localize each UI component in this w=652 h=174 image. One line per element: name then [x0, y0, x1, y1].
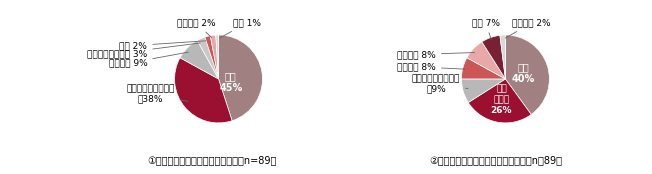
Wedge shape: [180, 40, 218, 79]
Text: 医療職同士の連携 3%: 医療職同士の連携 3%: [87, 43, 200, 58]
Wedge shape: [205, 36, 218, 79]
Wedge shape: [216, 35, 218, 79]
Text: ②問題点：患者・家族への唂理問題（n＝89）: ②問題点：患者・家族への唂理問題（n＝89）: [429, 155, 562, 165]
Wedge shape: [467, 42, 505, 79]
Wedge shape: [462, 79, 505, 102]
Text: コミュニケーション
　38%: コミュニケーション 38%: [126, 84, 188, 104]
Wedge shape: [505, 35, 550, 114]
Text: 管理方法 2%: 管理方法 2%: [505, 18, 551, 38]
Text: ケア
45%: ケア 45%: [219, 72, 243, 93]
Text: ケア
の方法
26%: ケア の方法 26%: [491, 85, 512, 114]
Text: 説明内容 8%: 説明内容 8%: [397, 62, 465, 71]
Wedge shape: [482, 35, 505, 79]
Text: 手術 1%: 手術 1%: [220, 18, 261, 38]
Text: 態度 7%: 態度 7%: [471, 18, 499, 39]
Wedge shape: [211, 35, 218, 79]
Wedge shape: [198, 37, 218, 79]
Wedge shape: [218, 35, 263, 121]
Text: 身体拘束 2%: 身体拘束 2%: [177, 18, 216, 38]
Wedge shape: [468, 79, 531, 123]
Text: 医療・看護行為自体
　9%: 医療・看護行為自体 9%: [412, 74, 468, 93]
Wedge shape: [500, 35, 505, 79]
Wedge shape: [175, 58, 232, 123]
Text: 指導方法 8%: 指導方法 8%: [397, 50, 475, 59]
Text: 言葉
40%: 言葉 40%: [511, 62, 535, 84]
Text: 実習指導 9%: 実習指導 9%: [109, 52, 188, 68]
Text: ①場面：患者・家族への唂理問題（n=89）: ①場面：患者・家族への唂理問題（n=89）: [147, 155, 276, 165]
Wedge shape: [462, 58, 505, 79]
Text: 診療 2%: 診療 2%: [119, 41, 206, 50]
